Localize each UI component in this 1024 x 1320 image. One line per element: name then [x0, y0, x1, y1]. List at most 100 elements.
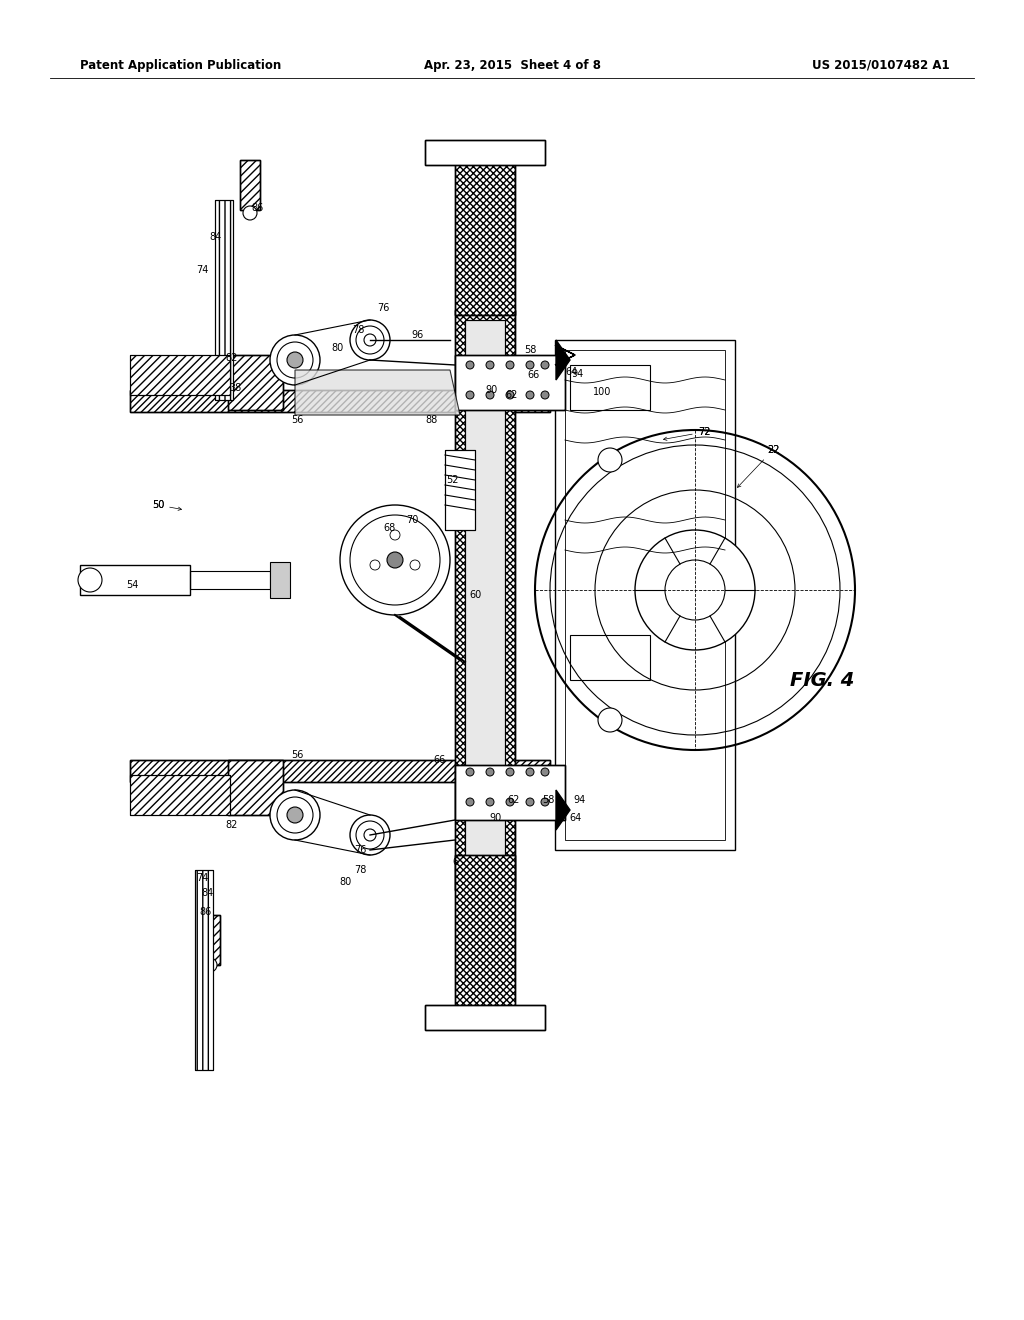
- Text: 54: 54: [126, 579, 138, 590]
- Bar: [130, 760, 550, 781]
- Bar: [195, 870, 213, 1071]
- Circle shape: [541, 360, 549, 370]
- Circle shape: [340, 506, 450, 615]
- Circle shape: [370, 560, 380, 570]
- Polygon shape: [555, 345, 575, 366]
- Text: 76: 76: [377, 304, 389, 313]
- Circle shape: [541, 799, 549, 807]
- Text: 50: 50: [152, 500, 164, 510]
- Circle shape: [270, 335, 319, 385]
- Bar: [445, 450, 475, 531]
- Text: 66: 66: [528, 370, 540, 380]
- Text: 86: 86: [199, 907, 211, 917]
- Bar: [130, 355, 230, 395]
- Circle shape: [526, 799, 534, 807]
- Text: 52: 52: [445, 475, 459, 484]
- Circle shape: [466, 768, 474, 776]
- Text: 62: 62: [506, 389, 518, 400]
- Text: 80: 80: [331, 343, 343, 352]
- Text: 68: 68: [384, 523, 396, 533]
- Circle shape: [486, 799, 494, 807]
- Bar: [445, 450, 475, 531]
- Bar: [130, 775, 230, 814]
- Bar: [215, 201, 233, 400]
- Circle shape: [526, 768, 534, 776]
- Polygon shape: [556, 789, 570, 830]
- Bar: [455, 355, 565, 411]
- Text: 90: 90: [485, 385, 498, 395]
- Bar: [455, 855, 515, 1010]
- Circle shape: [598, 708, 622, 733]
- Bar: [455, 160, 515, 315]
- Bar: [455, 160, 515, 315]
- Bar: [200, 915, 220, 965]
- Circle shape: [287, 352, 303, 368]
- Bar: [570, 635, 650, 680]
- Circle shape: [410, 560, 420, 570]
- Text: Apr. 23, 2015  Sheet 4 of 8: Apr. 23, 2015 Sheet 4 of 8: [424, 58, 600, 71]
- Text: 82: 82: [226, 352, 239, 363]
- Bar: [425, 1005, 545, 1030]
- Text: 90: 90: [489, 813, 502, 822]
- Circle shape: [203, 958, 217, 972]
- Circle shape: [526, 360, 534, 370]
- Text: 78: 78: [352, 325, 365, 335]
- Bar: [465, 319, 505, 880]
- Text: FIG. 4: FIG. 4: [790, 671, 854, 689]
- Circle shape: [270, 789, 319, 840]
- Text: 84: 84: [201, 888, 213, 898]
- Text: 72: 72: [697, 426, 711, 437]
- Text: 82: 82: [226, 820, 239, 830]
- Text: 74: 74: [196, 265, 208, 275]
- Text: US 2015/0107482 A1: US 2015/0107482 A1: [812, 58, 950, 71]
- Bar: [455, 766, 565, 820]
- Bar: [455, 310, 515, 890]
- Text: 74: 74: [196, 873, 208, 883]
- Text: 64: 64: [570, 813, 582, 822]
- Circle shape: [387, 552, 403, 568]
- Text: 72: 72: [664, 426, 711, 441]
- Bar: [228, 355, 283, 411]
- Text: 56: 56: [291, 750, 303, 760]
- Circle shape: [350, 319, 390, 360]
- Text: 78: 78: [354, 865, 367, 875]
- Text: 22: 22: [767, 445, 779, 455]
- Bar: [228, 760, 283, 814]
- Bar: [270, 562, 290, 598]
- Bar: [565, 350, 725, 840]
- Text: 66: 66: [434, 755, 446, 766]
- Circle shape: [506, 360, 514, 370]
- Text: 70: 70: [406, 515, 418, 525]
- Circle shape: [466, 391, 474, 399]
- Bar: [130, 355, 230, 395]
- Text: 96: 96: [412, 330, 424, 341]
- Text: 64: 64: [566, 367, 579, 378]
- Text: 86: 86: [252, 203, 264, 213]
- Circle shape: [635, 531, 755, 649]
- Bar: [465, 319, 505, 880]
- Bar: [455, 310, 515, 890]
- Bar: [570, 366, 650, 411]
- Bar: [455, 766, 565, 820]
- Bar: [240, 160, 260, 210]
- Circle shape: [486, 768, 494, 776]
- Bar: [130, 775, 230, 814]
- Text: 94: 94: [571, 370, 584, 379]
- Bar: [228, 355, 283, 411]
- Text: 76: 76: [354, 845, 367, 855]
- Circle shape: [506, 799, 514, 807]
- Polygon shape: [556, 341, 570, 380]
- Bar: [130, 389, 550, 412]
- Circle shape: [541, 768, 549, 776]
- Text: 56: 56: [291, 414, 303, 425]
- Circle shape: [506, 391, 514, 399]
- Text: 38: 38: [229, 383, 241, 393]
- Bar: [80, 565, 190, 595]
- Text: 60: 60: [469, 590, 481, 601]
- Text: Patent Application Publication: Patent Application Publication: [80, 58, 282, 71]
- Bar: [425, 1005, 545, 1030]
- Text: 58: 58: [524, 345, 537, 355]
- Circle shape: [466, 799, 474, 807]
- Circle shape: [486, 360, 494, 370]
- Bar: [215, 201, 233, 400]
